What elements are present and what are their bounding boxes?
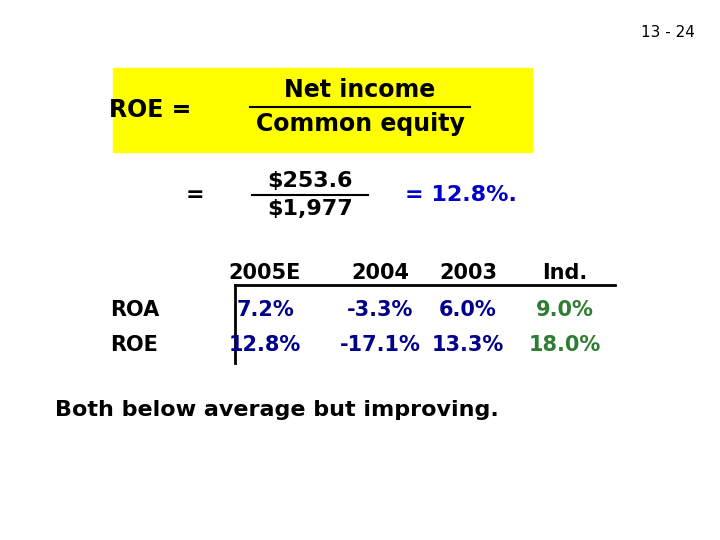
Text: 2005E: 2005E	[229, 263, 301, 283]
Text: =: =	[186, 185, 204, 205]
Text: Common equity: Common equity	[256, 112, 464, 136]
Text: $253.6: $253.6	[267, 171, 353, 191]
Text: -17.1%: -17.1%	[340, 335, 420, 355]
Text: 18.0%: 18.0%	[529, 335, 601, 355]
Text: ROE =: ROE =	[109, 98, 200, 122]
Text: $1,977: $1,977	[267, 199, 353, 219]
Text: 13.3%: 13.3%	[432, 335, 504, 355]
Text: 2004: 2004	[351, 263, 409, 283]
Text: -3.3%: -3.3%	[347, 300, 413, 320]
Text: ROE: ROE	[110, 335, 158, 355]
Text: = 12.8%.: = 12.8%.	[405, 185, 517, 205]
Text: 7.2%: 7.2%	[236, 300, 294, 320]
Text: Both below average but improving.: Both below average but improving.	[55, 400, 499, 420]
Text: 13 - 24: 13 - 24	[641, 25, 695, 40]
Text: 2003: 2003	[439, 263, 497, 283]
Text: Net income: Net income	[284, 78, 436, 102]
Text: Ind.: Ind.	[542, 263, 588, 283]
Text: ROA: ROA	[110, 300, 159, 320]
FancyBboxPatch shape	[113, 68, 532, 152]
Text: 12.8%: 12.8%	[229, 335, 301, 355]
Text: 6.0%: 6.0%	[439, 300, 497, 320]
Text: 9.0%: 9.0%	[536, 300, 594, 320]
